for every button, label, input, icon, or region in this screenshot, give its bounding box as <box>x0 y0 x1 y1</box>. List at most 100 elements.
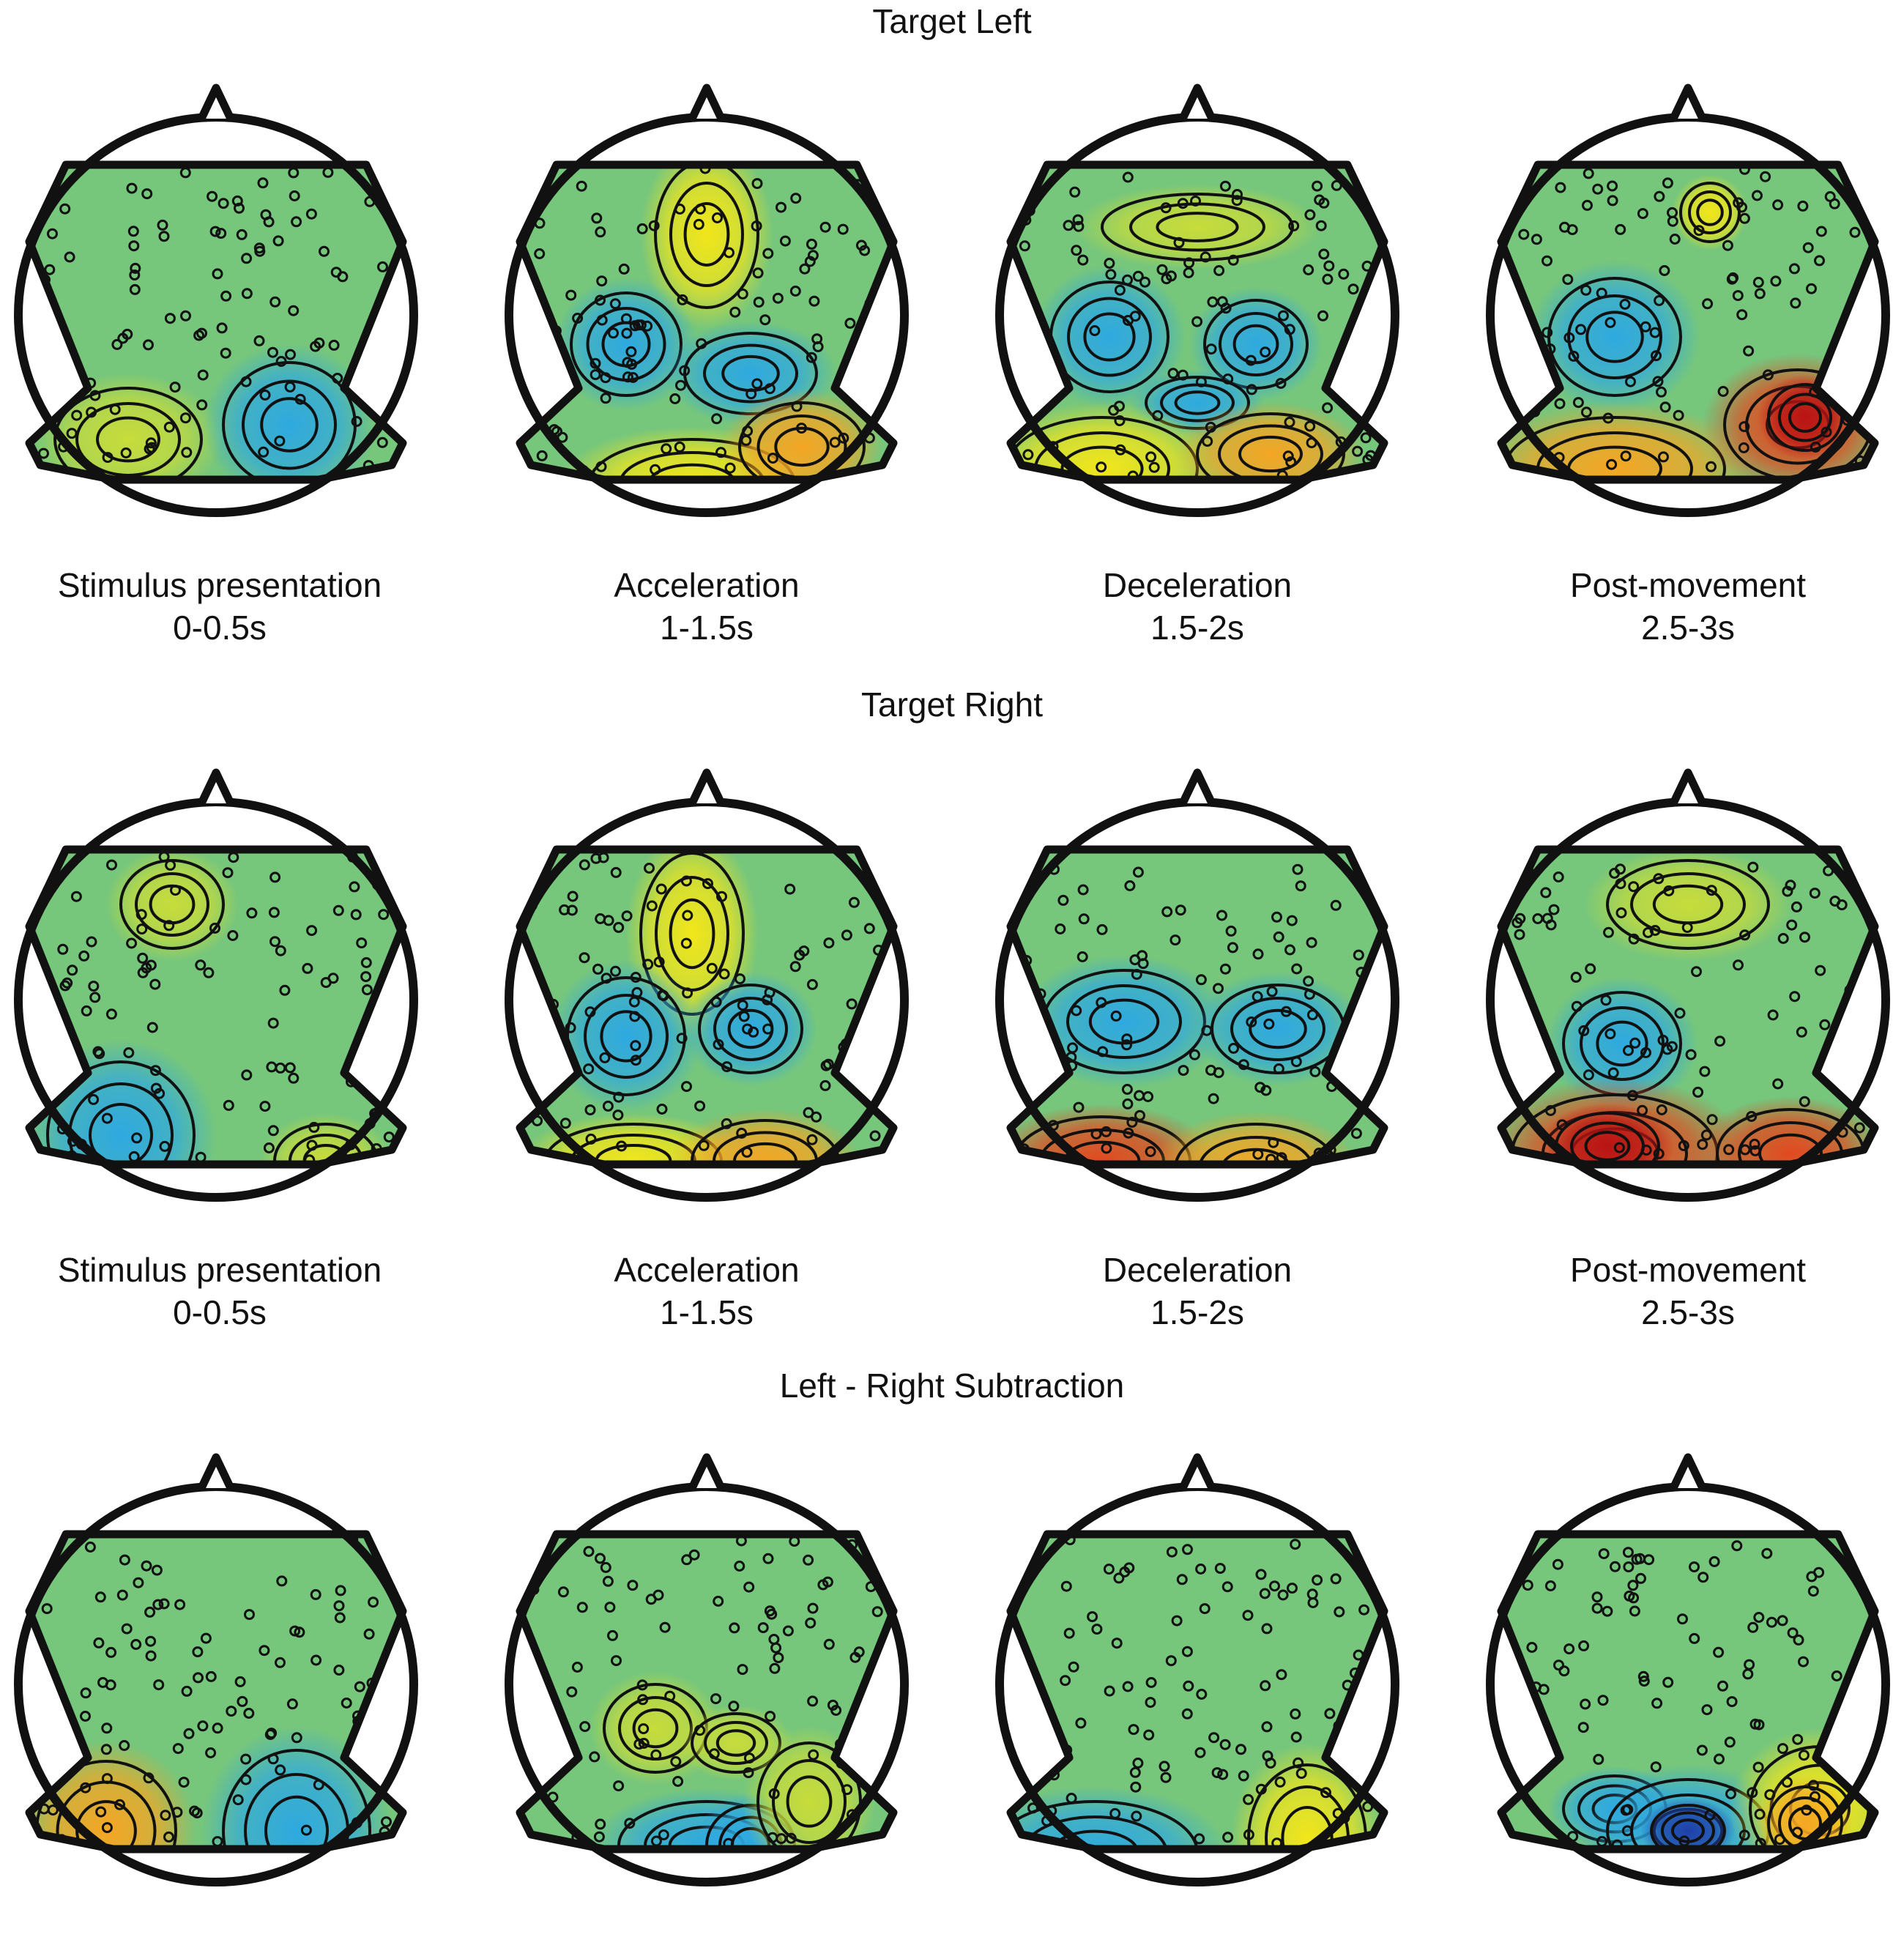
electrode <box>874 1017 883 1026</box>
phase-name: Post-movement <box>1468 564 1904 606</box>
electrode <box>37 980 46 989</box>
electrode <box>54 1766 63 1774</box>
activity-blob <box>1672 174 1748 250</box>
electrode <box>546 1762 555 1771</box>
nose-icon <box>692 1457 721 1488</box>
topomap <box>16 1457 414 1936</box>
electrode <box>1033 395 1042 404</box>
electrode <box>384 1536 393 1545</box>
phase-time: 0-0.5s <box>0 1291 439 1334</box>
electrode <box>1366 1070 1375 1079</box>
phase-caption: Stimulus presentation 0-0.5s <box>0 564 439 649</box>
activity-field <box>962 1487 1395 1933</box>
phase-caption: Stimulus presentation 0-0.5s <box>0 1249 439 1334</box>
nose-icon <box>1673 773 1703 803</box>
topomap-row-target-left <box>0 51 1904 579</box>
phase-name: Post-movement <box>1468 1249 1904 1291</box>
row-title-subtraction: Left - Right Subtraction <box>0 1366 1904 1405</box>
topomap-row-target-right <box>0 736 1904 1263</box>
electrode <box>535 1541 543 1550</box>
electrode <box>1052 1752 1061 1761</box>
phase-name: Acceleration <box>487 564 926 606</box>
electrode <box>382 1073 390 1082</box>
phase-caption: Post-movement 2.5-3s <box>1468 564 1904 649</box>
electrode <box>1850 1055 1859 1064</box>
phase-name: Stimulus presentation <box>0 1249 439 1291</box>
electrode <box>863 1756 872 1765</box>
topomap <box>962 1457 1395 1933</box>
phase-caption: Deceleration 1.5-2s <box>978 1249 1417 1334</box>
electrode <box>1510 875 1519 884</box>
electrode <box>1858 1739 1867 1747</box>
topomap <box>509 773 904 1213</box>
electrode <box>1362 325 1371 334</box>
topomap <box>18 88 414 513</box>
electrode <box>60 349 69 357</box>
electrode <box>1842 372 1851 381</box>
nose-icon <box>692 88 721 119</box>
nose-icon <box>1183 88 1212 119</box>
topomap <box>1472 88 1893 535</box>
phase-name: Deceleration <box>978 564 1417 606</box>
electrode <box>1516 1840 1525 1849</box>
nose-icon <box>1183 1457 1212 1488</box>
activity-blob <box>1640 1798 1736 1865</box>
activity-blob <box>201 1726 392 1936</box>
activity-blob <box>1583 847 1793 962</box>
electrode <box>1516 311 1525 319</box>
electrode <box>382 347 391 356</box>
electrode <box>544 348 553 357</box>
row-title-target-right: Target Right <box>0 685 1904 724</box>
electrode <box>1358 1011 1366 1020</box>
electrode <box>1038 1031 1046 1040</box>
topography-figure: Target Left Stimulus presentation 0-0.5s… <box>0 0 1904 1890</box>
electrode <box>1521 1012 1530 1021</box>
nose-icon <box>692 773 721 803</box>
phase-caption: Acceleration 1-1.5s <box>487 1249 926 1334</box>
nose-icon <box>201 1457 231 1488</box>
electrode <box>1832 372 1840 381</box>
phase-caption: Deceleration 1.5-2s <box>978 564 1417 649</box>
electrode <box>1853 349 1862 358</box>
nose-icon <box>1183 773 1212 803</box>
electrode <box>564 1750 573 1758</box>
topomap <box>1481 773 1886 1230</box>
electrode <box>358 372 367 381</box>
phase-name: Stimulus presentation <box>0 564 439 606</box>
phase-caption: Acceleration 1-1.5s <box>487 564 926 649</box>
electrode <box>37 1712 45 1721</box>
electrode <box>1522 376 1531 384</box>
electrode <box>1050 384 1059 393</box>
activity-blob <box>105 847 239 962</box>
phase-time: 2.5-3s <box>1468 606 1904 649</box>
electrode <box>372 1032 381 1041</box>
topomap-row-subtraction <box>0 1421 1904 1948</box>
electrode <box>1512 1033 1521 1041</box>
topomap <box>978 88 1395 535</box>
activity-field <box>16 1487 414 1936</box>
nose-icon <box>1673 1457 1703 1488</box>
electrode <box>864 1754 873 1763</box>
electrode <box>1510 350 1519 359</box>
phase-caption: Post-movement 2.5-3s <box>1468 1249 1904 1334</box>
electrode <box>863 1743 871 1752</box>
electrode <box>1027 1736 1036 1744</box>
electrode <box>62 1048 70 1057</box>
phase-time: 0-0.5s <box>0 606 439 649</box>
phase-name: Acceleration <box>487 1249 926 1291</box>
phase-time: 2.5-3s <box>1468 1291 1904 1334</box>
nose-icon <box>1673 88 1703 119</box>
topomap <box>1490 1457 1904 1897</box>
phase-time: 1-1.5s <box>487 1291 926 1334</box>
activity-blob <box>550 960 702 1112</box>
phase-time: 1.5-2s <box>978 1291 1417 1334</box>
phase-time: 1.5-2s <box>978 606 1417 649</box>
topomap <box>988 773 1395 1225</box>
nose-icon <box>201 773 231 803</box>
phase-time: 1-1.5s <box>487 606 926 649</box>
topomap <box>18 773 414 1230</box>
activity-blob <box>26 1040 216 1230</box>
electrode <box>1366 1695 1375 1703</box>
phase-name: Deceleration <box>978 1249 1417 1291</box>
electrode <box>1036 1020 1045 1029</box>
